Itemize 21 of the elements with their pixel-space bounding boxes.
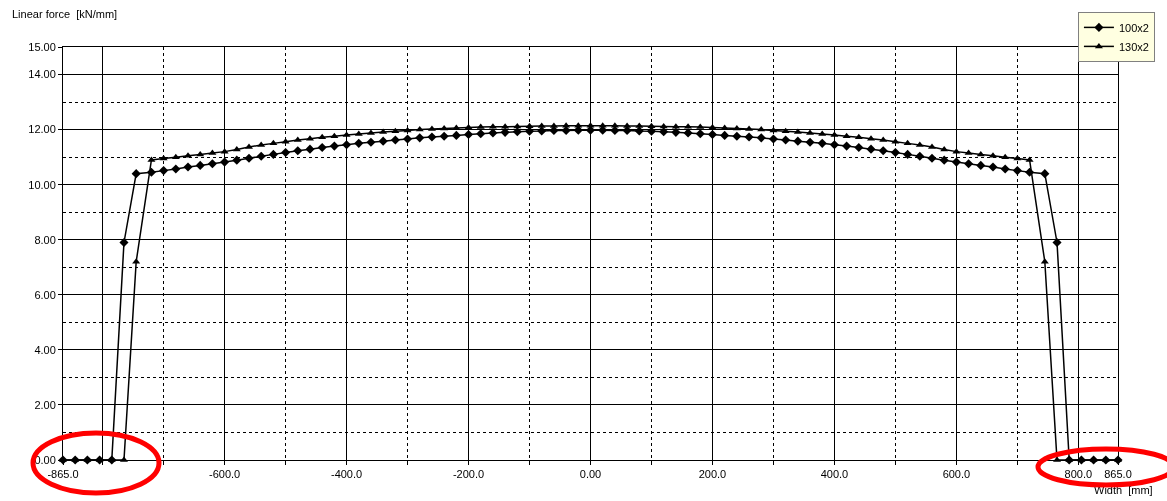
legend-label: 130x2 [1118, 40, 1149, 53]
x-tick-label: 400.0 [820, 468, 849, 481]
x-tick-label: -200.0 [452, 468, 485, 481]
x-tick-label: -600.0 [209, 468, 241, 481]
legend-label: 100x2 [1118, 21, 1149, 34]
y-axis-title: Linear force [kN/mm] [12, 8, 118, 20]
x-tick-label: -400.0 [330, 468, 363, 481]
y-tick-label: 14.00 [28, 68, 56, 81]
x-tick-label: 200.0 [698, 468, 727, 481]
x-tick-label: 865.0 [1104, 468, 1132, 481]
x-tick-label: 0.00 [579, 468, 602, 481]
x-tick-label: 600.0 [942, 468, 971, 481]
y-tick-label: 12.00 [28, 123, 56, 136]
y-tick-label: 10.00 [28, 178, 56, 191]
y-tick-label: 2.00 [34, 398, 56, 411]
y-tick-label: 6.00 [34, 288, 56, 301]
x-tick-label: 800.0 [1064, 468, 1093, 481]
y-tick-label: 15.00 [28, 40, 56, 53]
y-tick-label: 8.00 [34, 233, 56, 246]
x-tick-label: -865.0 [47, 468, 79, 481]
y-tick-label: 4.00 [34, 343, 56, 356]
